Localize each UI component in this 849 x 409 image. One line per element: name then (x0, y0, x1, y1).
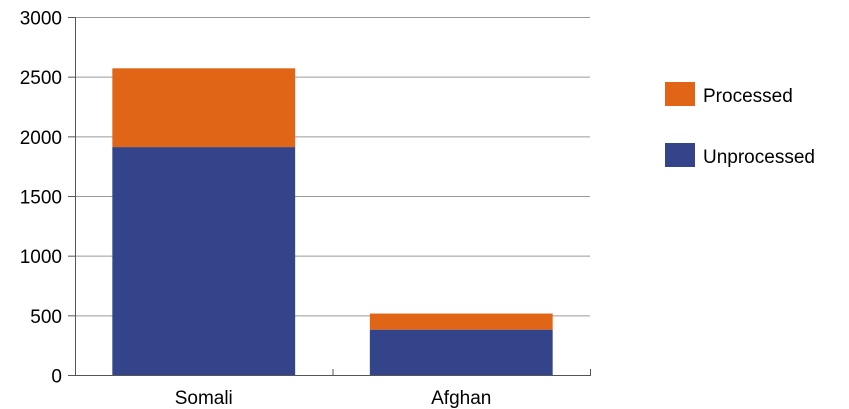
bars (112, 68, 553, 375)
legend-swatch-unprocessed (665, 143, 695, 167)
y-tick-label: 1000 (20, 247, 62, 268)
y-tick-label: 0 (51, 367, 62, 388)
y-tick-label: 500 (30, 307, 62, 328)
legend: Processed Unprocessed (665, 82, 815, 168)
x-tick-label: Somali (175, 388, 233, 409)
legend-swatch-processed (665, 82, 695, 106)
x-tick-labels: Somali Afghan (175, 388, 492, 409)
y-tick-labels: 0 500 1000 1500 2000 2500 3000 (20, 9, 62, 388)
y-tick-label: 1500 (20, 188, 62, 209)
legend-label-unprocessed: Unprocessed (703, 147, 815, 168)
y-tick-label: 3000 (20, 9, 62, 30)
bar-processed-somali (112, 68, 296, 148)
y-tick-label: 2000 (20, 128, 62, 149)
bar-processed-afghan (369, 313, 553, 330)
bar-unprocessed-somali (112, 147, 296, 375)
x-tick-label: Afghan (431, 388, 491, 409)
legend-label-processed: Processed (703, 86, 793, 107)
y-tick-label: 2500 (20, 68, 62, 89)
bar-unprocessed-afghan (369, 329, 553, 375)
axes (75, 17, 590, 376)
